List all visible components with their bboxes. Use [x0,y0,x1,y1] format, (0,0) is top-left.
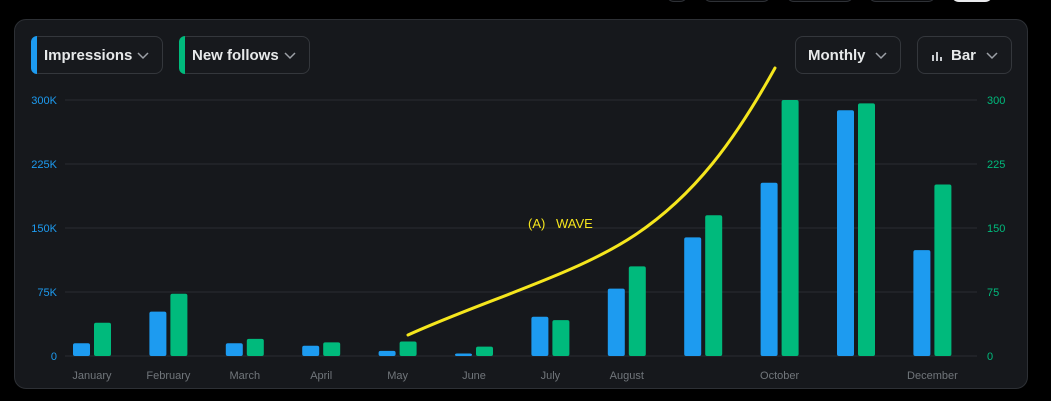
toolbar-button[interactable] [786,0,854,2]
toolbar-button[interactable] [703,0,771,2]
bar-impressions-march[interactable] [225,343,243,356]
bar-new-follows-march[interactable] [246,338,264,356]
bar-impressions-november[interactable] [837,110,854,357]
bar-impressions-may[interactable] [378,350,396,356]
bar-new-follows-april[interactable] [323,342,341,356]
bar-impressions-august[interactable] [607,288,625,356]
bar-new-follows-october[interactable] [781,100,799,356]
bar-impressions-december[interactable] [913,250,931,356]
chart-type-select[interactable]: Bar [917,36,1012,74]
x-axis-label: February [146,370,191,382]
left-axis-tick-label: 300K [31,95,57,107]
period-select-label: Monthly [808,46,866,64]
chart-type-label: Bar [951,46,977,64]
metric-color-swatch [31,36,37,74]
x-axis-label: June [462,370,486,382]
bar-new-follows-june[interactable] [476,346,493,356]
right-axis-tick-label: 150 [987,223,1005,235]
bar-impressions-january[interactable] [73,343,90,356]
chevron-down-icon [284,52,296,60]
x-axis-label: August [610,370,644,382]
right-axis-tick-label: 225 [987,159,1005,171]
metric-select-label: New follows [192,46,279,64]
wave-annotation-curve [406,66,777,337]
bar-new-follows-august[interactable] [628,266,646,356]
x-axis-label: October [760,370,799,382]
metric-color-swatch [179,36,185,74]
info-button[interactable] [666,0,688,2]
bar-new-follows-december[interactable] [934,184,952,356]
x-axis-label: January [72,370,112,382]
chevron-down-icon [875,52,887,60]
annotation-label: (A) [528,216,545,231]
right-axis-tick-label: 75 [987,287,999,299]
x-axis-label: May [387,370,408,382]
bar-new-follows-september[interactable] [705,215,723,356]
chevron-down-icon [986,52,998,60]
left-axis-tick-label: 225K [31,159,57,171]
x-axis-label: April [310,370,332,382]
x-axis-label: December [907,370,958,382]
metric-select-impressions[interactable]: Impressions [31,36,163,74]
left-axis-tick-label: 0 [51,351,57,363]
bar-chart: 0 75K 150K 225K 300K 0 75 150 225 300 January Feb… [31,66,1005,382]
metric-select-label: Impressions [44,46,133,64]
x-axis-label: March [230,370,261,382]
bar-new-follows-may[interactable] [399,341,417,356]
top-toolbar [0,0,1051,6]
bar-impressions-april[interactable] [302,345,320,356]
bar-impressions-february[interactable] [149,311,167,356]
chart-panel: Impressions New follows Monthly Bar 0 75K… [14,19,1028,389]
right-axis-tick-label: 300 [987,95,1005,107]
toolbar-button[interactable] [868,0,936,2]
x-axis-label: July [541,370,561,382]
bar-impressions-july[interactable] [531,316,549,356]
right-axis-tick-label: 0 [987,351,993,363]
bar-new-follows-november[interactable] [858,103,875,356]
toolbar-button-active[interactable] [951,0,993,2]
bar-impressions-june[interactable] [455,353,472,356]
left-axis-tick-label: 75K [37,287,57,299]
bar-new-follows-july[interactable] [552,320,570,356]
metric-select-new-follows[interactable]: New follows [179,36,310,74]
bar-chart-icon [932,52,942,61]
bar-impressions-october[interactable] [760,182,778,356]
bar-new-follows-february[interactable] [170,293,188,356]
annotation-text: WAVE [556,216,593,231]
period-select[interactable]: Monthly [795,36,901,74]
chevron-down-icon [137,52,149,60]
bar-new-follows-january[interactable] [94,322,111,356]
bar-impressions-september[interactable] [684,237,702,356]
left-axis-tick-label: 150K [31,223,57,235]
